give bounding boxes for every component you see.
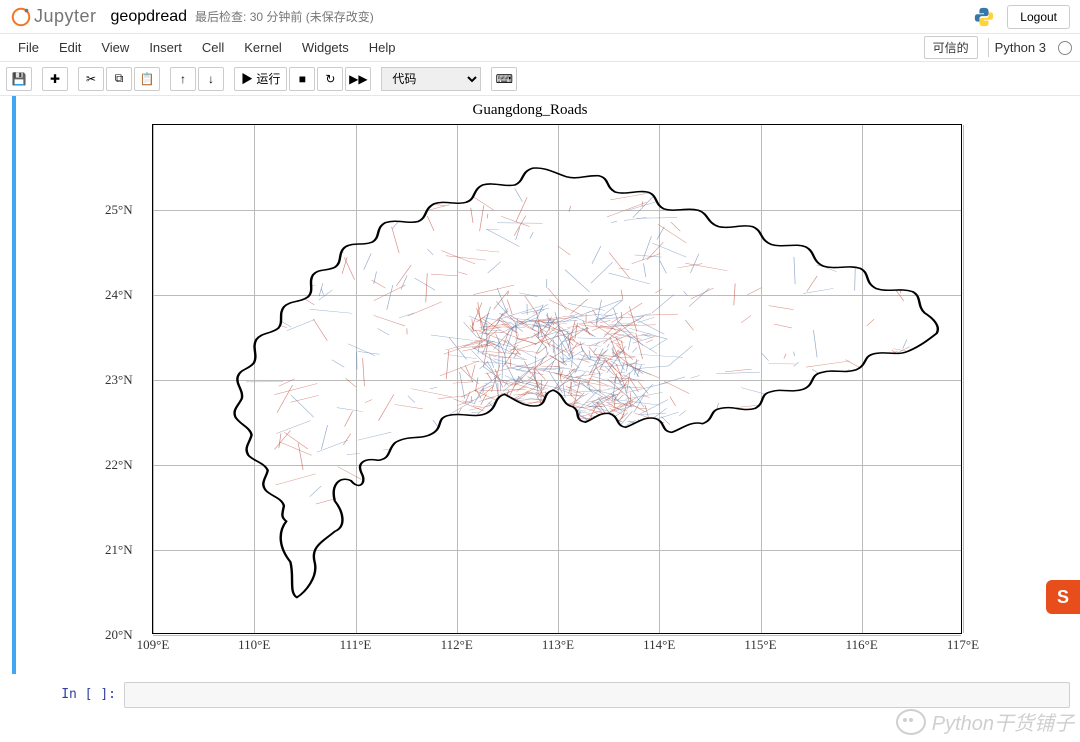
x-tick-label: 115°E — [744, 637, 776, 653]
plot-figure: Guangdong_Roads 109°E110°E111°E112°E113°… — [80, 100, 980, 670]
menu-bar: File Edit View Insert Cell Kernel Widget… — [0, 34, 1080, 62]
notebook-area: Guangdong_Roads 109°E110°E111°E112°E113°… — [0, 96, 1080, 742]
add-cell-button[interactable]: ✚ — [42, 67, 68, 91]
copy-button[interactable]: ⧉ — [106, 67, 132, 91]
menu-widgets[interactable]: Widgets — [292, 36, 359, 59]
x-tick-label: 114°E — [643, 637, 675, 653]
code-input[interactable] — [124, 682, 1070, 708]
trusted-indicator[interactable]: 可信的 — [924, 36, 978, 59]
menu-file[interactable]: File — [8, 36, 49, 59]
plot-axes: 109°E110°E111°E112°E113°E114°E115°E116°E… — [152, 124, 962, 634]
input-prompt: In [ ]: — [54, 682, 124, 702]
celltype-select[interactable]: 代码 — [381, 67, 481, 91]
watermark-text: Python干货铺子 — [932, 707, 1074, 736]
menu-edit[interactable]: Edit — [49, 36, 91, 59]
x-tick-label: 110°E — [238, 637, 270, 653]
run-button[interactable]: ▶ 运行 — [234, 67, 287, 91]
stop-button[interactable]: ■ — [289, 67, 315, 91]
save-button[interactable]: 💾 — [6, 67, 32, 91]
logo-text: Jupyter — [34, 6, 97, 27]
x-tick-label: 111°E — [340, 637, 372, 653]
x-tick-label: 109°E — [137, 637, 170, 653]
map-svg — [153, 125, 961, 633]
watermark: Python干货铺子 — [896, 707, 1074, 736]
header-bar: Jupyter geopdread 最后检查: 30 分钟前 (未保存改变) L… — [0, 0, 1080, 34]
paste-button[interactable]: 📋 — [134, 67, 160, 91]
cut-button[interactable]: ✂ — [78, 67, 104, 91]
restart-button[interactable]: ↻ — [317, 67, 343, 91]
notebook-name[interactable]: geopdread — [111, 8, 188, 26]
jupyter-icon — [10, 6, 32, 28]
kernel-indicator: Python 3 — [988, 38, 1052, 57]
command-palette-button[interactable]: ⌨ — [491, 67, 517, 91]
restart-run-all-button[interactable]: ▶▶ — [345, 67, 371, 91]
y-tick-label: 21°N — [105, 542, 133, 558]
notebook-status: 最后检查: 30 分钟前 (未保存改变) — [195, 8, 374, 25]
x-tick-label: 113°E — [542, 637, 574, 653]
y-tick-label: 22°N — [105, 457, 133, 473]
python-icon — [973, 6, 995, 28]
menu-kernel[interactable]: Kernel — [234, 36, 292, 59]
menu-insert[interactable]: Insert — [139, 36, 192, 59]
cell-output: Guangdong_Roads 109°E110°E111°E112°E113°… — [12, 96, 1080, 674]
y-tick-label: 20°N — [105, 627, 133, 643]
x-tick-label: 112°E — [441, 637, 473, 653]
menu-view[interactable]: View — [91, 36, 139, 59]
logout-button[interactable]: Logout — [1007, 5, 1070, 29]
toolbar: 💾 ✚ ✂ ⧉ 📋 ↑ ↓ ▶ 运行 ■ ↻ ▶▶ 代码 ⌨ — [0, 62, 1080, 96]
kernel-status-icon — [1058, 41, 1072, 55]
wechat-icon — [896, 709, 926, 735]
move-up-button[interactable]: ↑ — [170, 67, 196, 91]
x-tick-label: 116°E — [846, 637, 878, 653]
y-tick-label: 24°N — [105, 287, 133, 303]
plot-title: Guangdong_Roads — [80, 100, 980, 119]
y-tick-label: 23°N — [105, 372, 133, 388]
move-down-button[interactable]: ↓ — [198, 67, 224, 91]
jupyter-logo[interactable]: Jupyter — [10, 6, 97, 28]
menu-help[interactable]: Help — [359, 36, 406, 59]
sogou-badge-icon: S — [1046, 580, 1080, 614]
y-tick-label: 25°N — [105, 202, 133, 218]
menu-cell[interactable]: Cell — [192, 36, 234, 59]
x-tick-label: 117°E — [947, 637, 979, 653]
cell-input[interactable]: In [ ]: — [54, 682, 1070, 708]
